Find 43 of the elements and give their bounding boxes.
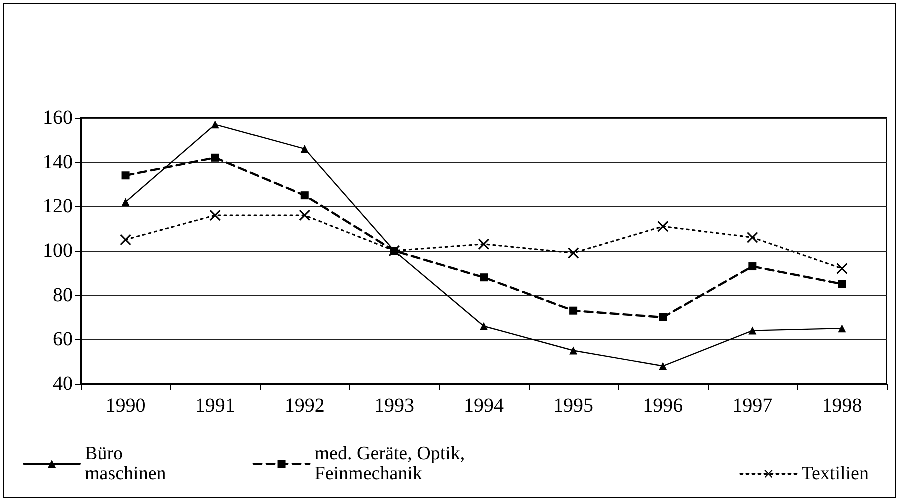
point xyxy=(836,263,848,274)
point xyxy=(480,274,488,282)
point xyxy=(120,234,132,246)
point xyxy=(211,120,220,129)
point xyxy=(300,145,309,154)
x-tick-label: 1996 xyxy=(643,395,684,417)
y-tick-label: 80 xyxy=(53,284,73,306)
x-tick-label: 1990 xyxy=(106,395,146,417)
legend-label: Textilien xyxy=(802,464,870,484)
point xyxy=(659,314,668,322)
point xyxy=(480,322,488,330)
point xyxy=(570,346,578,355)
y-tick-label: 120 xyxy=(43,196,73,218)
y-tick-label: 140 xyxy=(43,151,73,174)
x-tick-label: 1994 xyxy=(464,395,504,417)
legend-label: Büro maschinen xyxy=(85,444,167,484)
point xyxy=(300,192,309,200)
point xyxy=(211,154,220,162)
point xyxy=(747,232,758,244)
point xyxy=(568,248,580,259)
x-tick-label: 1993 xyxy=(374,395,414,417)
point xyxy=(838,280,846,288)
point xyxy=(658,221,669,232)
point xyxy=(570,306,578,315)
y-tick-label: 160 xyxy=(43,107,73,129)
x-tick-label: 1997 xyxy=(732,395,773,417)
point xyxy=(659,362,668,370)
point xyxy=(748,326,757,335)
point xyxy=(122,172,130,180)
y-tick-label: 60 xyxy=(53,328,73,351)
point xyxy=(299,210,310,222)
point xyxy=(210,210,221,222)
x-tick-label: 1995 xyxy=(554,395,594,417)
x-tick-label: 1998 xyxy=(822,395,862,417)
y-tick-label: 40 xyxy=(53,373,73,395)
x-tick-label: 1991 xyxy=(195,395,236,417)
point xyxy=(838,324,846,333)
y-tick-label: 100 xyxy=(43,240,73,262)
point xyxy=(478,238,490,250)
legend-label: med. Geräte, Optik, Feinmechanik xyxy=(314,444,466,484)
x-tick-label: 1992 xyxy=(284,395,325,417)
point xyxy=(748,262,757,271)
point xyxy=(122,198,130,206)
